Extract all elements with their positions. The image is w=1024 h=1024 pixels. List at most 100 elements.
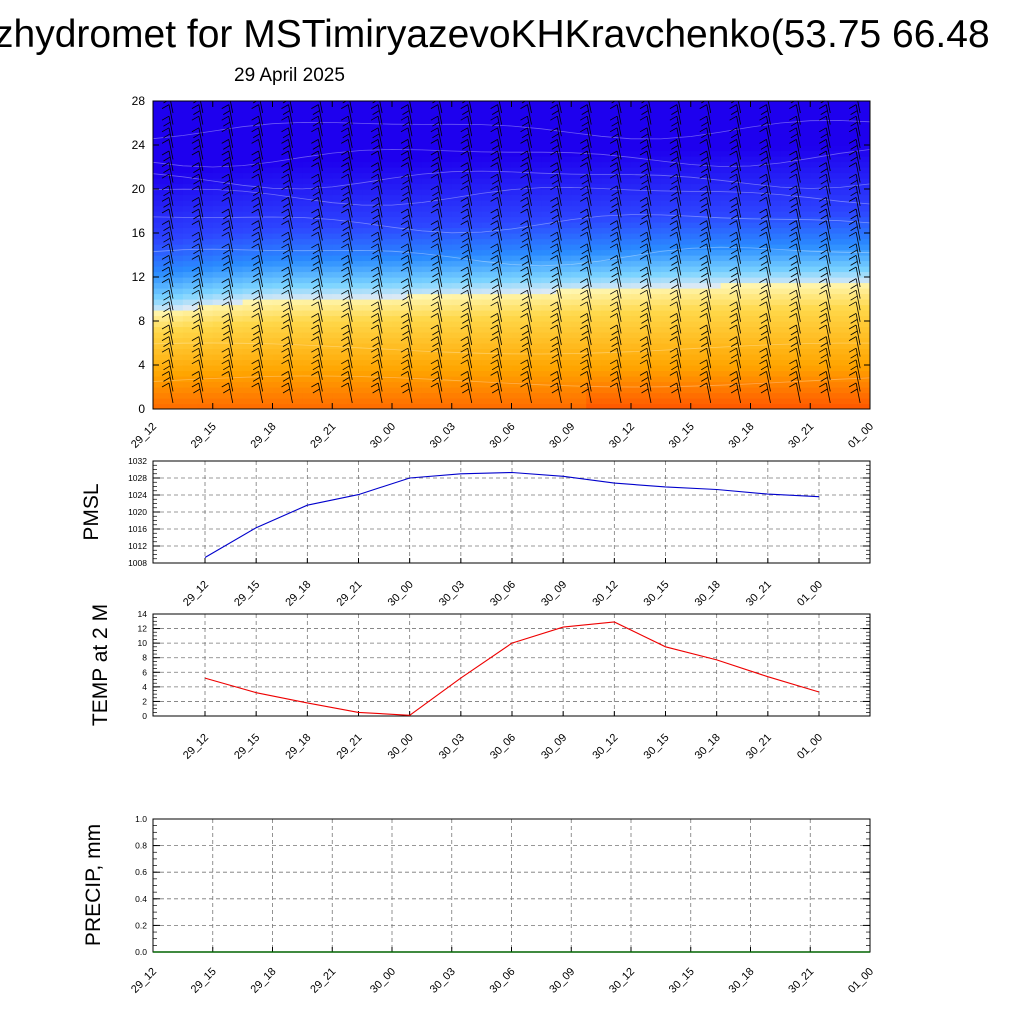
wind-barb-flag bbox=[580, 231, 588, 237]
shading-cell bbox=[451, 359, 468, 366]
wind-barb-flag bbox=[819, 220, 827, 225]
shading-cell bbox=[556, 348, 572, 355]
wind-barb-flag bbox=[460, 289, 468, 295]
wind-barb-staff bbox=[467, 278, 473, 299]
wind-barb-staff bbox=[616, 185, 622, 206]
shading-cell bbox=[855, 403, 870, 409]
shading-cell bbox=[332, 211, 348, 218]
shading-cell bbox=[541, 233, 557, 240]
shading-cell bbox=[675, 365, 692, 372]
wind-barb-staff bbox=[347, 255, 353, 276]
shading-cell bbox=[720, 260, 737, 267]
wind-barb-flag bbox=[281, 371, 289, 376]
shading-cell bbox=[720, 189, 737, 196]
shading-cell bbox=[631, 403, 647, 409]
shading-cell bbox=[272, 266, 289, 273]
shading-cell bbox=[526, 266, 542, 273]
wind-barb-staff bbox=[497, 185, 503, 206]
shading-cell bbox=[436, 288, 453, 295]
shading-cell bbox=[182, 398, 199, 405]
wind-barb-staff bbox=[497, 313, 503, 334]
wind-barb-flag bbox=[730, 237, 739, 243]
wind-barb-flag bbox=[161, 115, 170, 121]
shading-cell bbox=[825, 354, 841, 361]
shading-cell bbox=[810, 205, 826, 212]
shading-cell bbox=[377, 189, 393, 196]
wind-barb-flag bbox=[730, 284, 739, 289]
wind-barb-flag bbox=[701, 121, 709, 127]
shading-cell bbox=[660, 310, 677, 317]
shading-cell bbox=[810, 266, 826, 273]
wind-barb-staff bbox=[676, 313, 682, 334]
shading-cell bbox=[406, 359, 423, 366]
wind-barb-flag bbox=[759, 336, 767, 341]
shading-cell bbox=[586, 310, 602, 317]
wind-barb-flag bbox=[819, 289, 827, 295]
shading-cell bbox=[257, 343, 274, 350]
wind-barb-staff bbox=[377, 104, 383, 125]
wind-barb-flag bbox=[609, 208, 618, 214]
wind-barb-flag bbox=[161, 220, 170, 225]
wind-barb-flag bbox=[282, 179, 290, 185]
wind-barb-flag bbox=[699, 127, 707, 133]
shading-cell bbox=[257, 216, 274, 223]
y-tick-label: 12 bbox=[138, 624, 148, 634]
shading-cell bbox=[377, 370, 393, 377]
wind-barb-flag bbox=[491, 388, 500, 394]
shading-cell bbox=[675, 288, 692, 295]
shading-cell bbox=[212, 134, 229, 141]
shading-cell bbox=[660, 304, 677, 311]
shading-cell bbox=[347, 365, 363, 372]
shading-cell bbox=[392, 326, 408, 333]
wind-barb-flag bbox=[850, 226, 858, 231]
shading-cell bbox=[481, 392, 498, 399]
shading-cell bbox=[227, 398, 244, 405]
shading-cell bbox=[197, 205, 214, 212]
wind-barb-staff bbox=[407, 371, 413, 392]
wind-barb-flag bbox=[729, 162, 737, 167]
wind-barb-flag bbox=[281, 382, 289, 388]
shading-cell bbox=[227, 387, 244, 394]
shading-cell bbox=[571, 101, 587, 108]
shading-cell bbox=[167, 365, 184, 372]
shading-cell bbox=[466, 101, 483, 108]
shading-cell bbox=[332, 354, 348, 361]
wind-barb-flag bbox=[282, 284, 290, 289]
wind-barb-flag bbox=[670, 93, 677, 97]
shading-cell bbox=[586, 161, 602, 168]
shading-cell bbox=[511, 277, 528, 284]
shading-cell bbox=[257, 299, 274, 306]
wind-barb-flag bbox=[789, 243, 797, 249]
wind-barb-flag bbox=[281, 313, 289, 318]
shading-cell bbox=[631, 282, 647, 289]
wind-barb-staff bbox=[347, 197, 353, 218]
shading-cell bbox=[586, 354, 602, 361]
shading-cell bbox=[451, 150, 468, 157]
shading-cell bbox=[556, 200, 572, 207]
wind-barb-flag bbox=[581, 261, 589, 266]
shading-cell bbox=[556, 145, 572, 152]
wind-barb-staff bbox=[288, 174, 293, 195]
shading-cell bbox=[735, 117, 752, 124]
shading-cell bbox=[795, 128, 811, 135]
wind-barb-flag bbox=[641, 214, 649, 220]
wind-barb-flag bbox=[251, 231, 259, 237]
shading-cell bbox=[481, 376, 498, 383]
wind-barb-flag bbox=[311, 185, 319, 191]
y-tick-label: 0 bbox=[138, 402, 145, 416]
shading-cell bbox=[735, 233, 752, 240]
shading-cell bbox=[332, 205, 348, 212]
wind-barb-flag bbox=[730, 168, 739, 173]
shading-cell bbox=[287, 216, 303, 223]
shading-cell bbox=[705, 354, 722, 361]
shading-cell bbox=[660, 101, 677, 108]
wind-barb-flag bbox=[639, 289, 648, 295]
shading-cell bbox=[825, 271, 841, 278]
shading-cell bbox=[571, 403, 587, 409]
shading-cell bbox=[347, 194, 363, 201]
shading-cell bbox=[317, 260, 333, 267]
shading-cell bbox=[840, 381, 856, 388]
wind-barb-staff bbox=[616, 278, 622, 299]
wind-barb-staff bbox=[377, 139, 383, 160]
wind-barb-flag bbox=[669, 173, 678, 179]
